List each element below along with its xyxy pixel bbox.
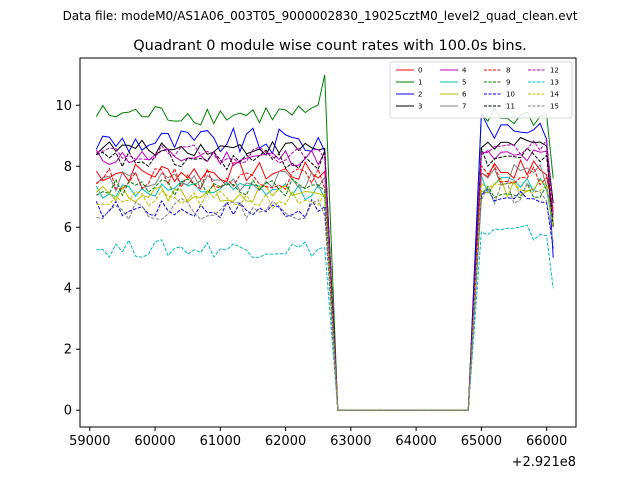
legend-label-6: 6 [462, 91, 467, 99]
series-line-13 [96, 224, 554, 411]
series-line-14 [96, 182, 554, 411]
legend-label-9: 9 [506, 79, 510, 87]
legend-label-5: 5 [462, 79, 466, 87]
legend-frame [389, 61, 573, 119]
series-line-9 [96, 177, 554, 411]
legend-label-0: 0 [418, 67, 422, 75]
x-offset-label: +2.921e8 [512, 455, 576, 470]
legend-label-1: 1 [418, 79, 422, 87]
x-axis: 59000 60000 61000 62000 63000 64000 65000 66000 [69, 427, 567, 449]
y-axis: 0 2 4 6 8 10 [55, 99, 80, 419]
series-line-2 [95, 113, 554, 411]
y-tick-label: 6 [64, 221, 72, 236]
legend-label-8: 8 [506, 67, 510, 75]
x-tick-label: 63000 [330, 434, 371, 449]
y-tick-label: 8 [64, 160, 72, 175]
plot-area: 59000 60000 61000 62000 63000 64000 65000 66000… [55, 57, 577, 449]
figure-suptitle: Data file: modeM0/AS1A06_003T05_90000028… [63, 9, 578, 23]
legend-label-11: 11 [506, 103, 515, 111]
y-tick-label: 10 [55, 99, 72, 114]
series-line-11 [96, 147, 554, 411]
x-tick-label: 60000 [134, 434, 175, 449]
series-line-15 [96, 182, 554, 411]
legend-label-3: 3 [418, 103, 422, 111]
series-line-12 [96, 137, 554, 411]
y-tick-label: 2 [64, 343, 72, 358]
x-tick-label: 65000 [461, 434, 502, 449]
legend-label-10: 10 [506, 91, 515, 99]
chart-title: Quadrant 0 module wise count rates with … [133, 38, 527, 54]
legend-label-7: 7 [462, 103, 466, 111]
x-tick-label: 62000 [265, 434, 306, 449]
legend-label-15: 15 [550, 103, 559, 111]
legend-label-12: 12 [550, 67, 559, 75]
plot-frame [79, 57, 577, 428]
legend-label-14: 14 [550, 91, 559, 99]
legend-label-2: 2 [418, 91, 422, 99]
x-tick-label: 61000 [200, 434, 241, 449]
x-tick-label: 64000 [395, 434, 436, 449]
legend-label-4: 4 [462, 67, 467, 75]
y-tick-label: 4 [64, 282, 72, 297]
series-layer [95, 74, 554, 411]
x-tick-label: 59000 [69, 434, 110, 449]
legend-label-13: 13 [550, 79, 559, 87]
x-tick-label: 66000 [526, 434, 567, 449]
y-tick-label: 0 [64, 404, 72, 419]
